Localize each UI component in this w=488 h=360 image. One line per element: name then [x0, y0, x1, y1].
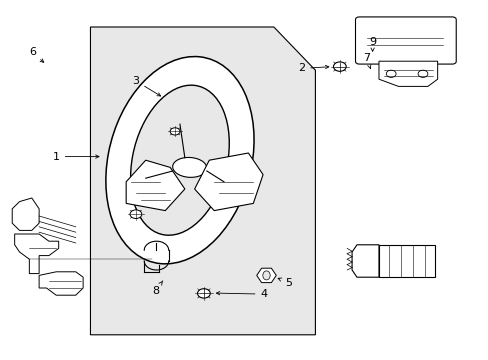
Text: 2: 2 [298, 63, 328, 73]
FancyBboxPatch shape [355, 17, 455, 64]
Polygon shape [256, 268, 276, 283]
Ellipse shape [263, 271, 270, 280]
Text: 9: 9 [368, 37, 375, 51]
Circle shape [170, 128, 180, 135]
Text: 5: 5 [278, 278, 291, 288]
Text: 6: 6 [29, 47, 43, 62]
Polygon shape [194, 153, 263, 211]
Polygon shape [126, 160, 184, 211]
Text: 1: 1 [53, 152, 99, 162]
Ellipse shape [105, 57, 254, 264]
Ellipse shape [130, 85, 229, 235]
Polygon shape [378, 61, 437, 86]
Polygon shape [12, 198, 39, 230]
Circle shape [333, 62, 346, 71]
Text: 7: 7 [363, 53, 370, 68]
Circle shape [197, 289, 210, 298]
Polygon shape [39, 272, 83, 295]
Circle shape [130, 210, 142, 219]
Polygon shape [351, 245, 378, 277]
FancyBboxPatch shape [378, 245, 434, 277]
Circle shape [417, 70, 427, 77]
Circle shape [386, 70, 395, 77]
Polygon shape [15, 234, 59, 274]
Text: 3: 3 [132, 76, 161, 96]
Ellipse shape [172, 157, 206, 177]
Polygon shape [90, 27, 315, 335]
Text: 4: 4 [216, 289, 267, 299]
Text: 8: 8 [152, 281, 163, 296]
